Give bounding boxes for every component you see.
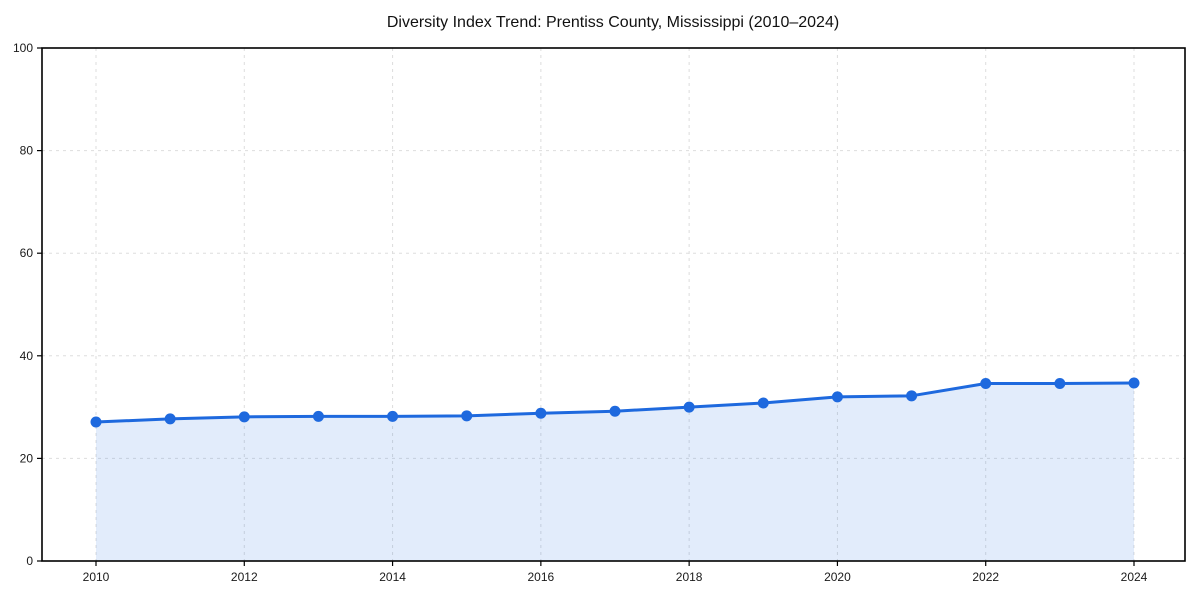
x-tick-label-2022: 2022 [972,570,999,584]
x-tick-label-2016: 2016 [528,570,555,584]
data-point-2015 [461,410,473,422]
y-tick-label-60: 60 [20,246,34,260]
data-point-2022 [980,378,992,390]
x-tick-label-2024: 2024 [1121,570,1148,584]
y-tick-label-20: 20 [20,451,34,465]
data-point-2019 [757,397,769,409]
data-point-2011 [164,413,176,425]
data-point-2023 [1054,378,1066,390]
data-point-2016 [535,407,547,419]
y-tick-label-100: 100 [13,41,33,55]
x-tick-label-2018: 2018 [676,570,703,584]
data-point-2021 [906,390,918,402]
x-tick-label-2020: 2020 [824,570,851,584]
data-point-2014 [387,410,399,422]
y-tick-label-0: 0 [26,554,33,568]
data-point-2012 [238,411,250,423]
chart-title: Diversity Index Trend: Prentiss County, … [387,14,839,31]
x-tick-label-2010: 2010 [83,570,110,584]
data-point-2020 [831,391,843,403]
plot-area: 2010 2012 2014 2016 2018 2020 2022 2024 0 20 40 60 8… [13,41,1186,584]
x-tick-label-2014: 2014 [379,570,406,584]
y-tick-label-40: 40 [20,349,34,363]
axes-border [41,47,1186,562]
data-point-2013 [312,410,324,422]
data-point-2010 [90,416,102,428]
data-point-2018 [683,401,695,413]
y-tick-label-80: 80 [20,144,34,158]
x-tick-label-2012: 2012 [231,570,258,584]
data-point-2024 [1128,377,1140,389]
area-fill [96,382,1134,561]
data-point-2017 [609,405,621,417]
